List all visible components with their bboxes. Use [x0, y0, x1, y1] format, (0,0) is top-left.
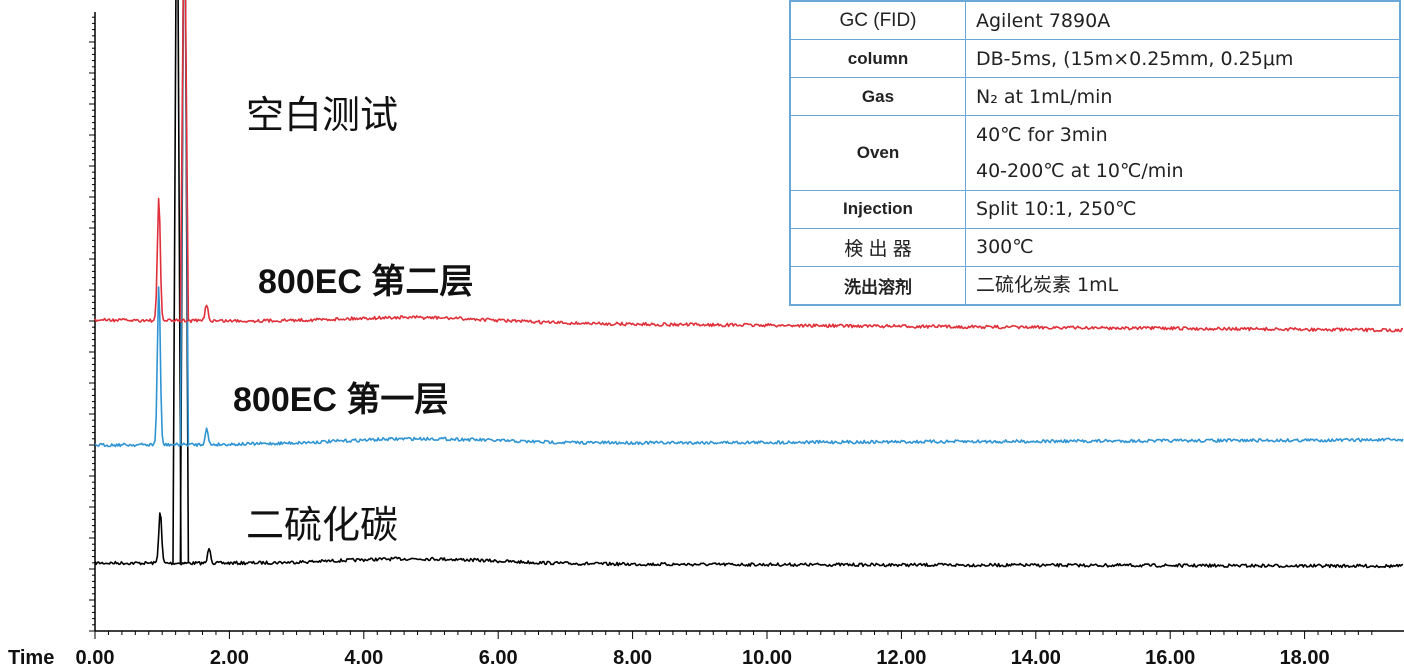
table-value-line: DB-5ms, (15m×0.25mm, 0.25μm — [976, 47, 1294, 70]
label-800ec-layer1: 800EC 第一层 — [233, 381, 449, 419]
x-tick-label: 4.00 — [344, 647, 383, 669]
table-row: Injection Split 10:1, 250℃ — [790, 189, 1400, 229]
table-key: column — [790, 39, 966, 78]
label-800ec-layer2: 800EC 第二层 — [258, 263, 474, 301]
table-value: Split 10:1, 250℃ — [965, 189, 1400, 229]
table-key: Injection — [790, 189, 966, 229]
x-tick-label: 12.00 — [876, 647, 926, 669]
table-value: 40℃ for 3min 40-200℃ at 10℃/min — [965, 115, 1400, 191]
table-key: GC (FID) — [790, 1, 966, 40]
x-tick-label: 14.00 — [1011, 647, 1061, 669]
table-value-line: Split 10:1, 250℃ — [976, 198, 1137, 221]
table-value-line: 300℃ — [976, 236, 1034, 259]
x-axis-label: Time — [8, 647, 54, 669]
table-row: 検 出 器 300℃ — [790, 227, 1400, 267]
table-key: 洗出溶剂 — [790, 265, 966, 305]
table-row: Oven 40℃ for 3min 40-200℃ at 10℃/min — [790, 115, 1400, 191]
table-value-line: Agilent 7890A — [976, 9, 1111, 32]
label-blank-test: 空白测试 — [246, 93, 399, 137]
label-cs2: 二硫化碳 — [246, 503, 399, 547]
table-key: Oven — [790, 115, 966, 191]
conditions-table: GC (FID) Agilent 7890A column DB-5ms, (15m×… — [789, 0, 1401, 306]
table-value-line: 40-200℃ at 10℃/min — [976, 159, 1184, 182]
trace-layer1 — [94, 286, 1404, 448]
x-tick-label: 2.00 — [210, 647, 249, 669]
x-tick-label: 0.00 — [76, 647, 115, 669]
table-value-line: 二硫化炭素 1mL — [976, 274, 1119, 297]
x-tick-label: 6.00 — [479, 647, 518, 669]
table-row: GC (FID) Agilent 7890A — [790, 1, 1400, 40]
table-value-line: 40℃ for 3min — [976, 123, 1108, 146]
table-value: DB-5ms, (15m×0.25mm, 0.25μm — [965, 39, 1400, 78]
table-value: 300℃ — [965, 227, 1400, 267]
table-row: 洗出溶剂 二硫化炭素 1mL — [790, 265, 1400, 305]
table-key: 検 出 器 — [790, 227, 966, 267]
solvent-peak-cs2 — [172, 0, 182, 564]
table-row: column DB-5ms, (15m×0.25mm, 0.25μm — [790, 39, 1400, 78]
solvent-peak-layer2 — [179, 0, 190, 321]
table-row: Gas N₂ at 1mL/min — [790, 77, 1400, 116]
trace-cs2 — [94, 512, 1404, 569]
table-key: Gas — [790, 77, 966, 116]
table-value-line: N₂ at 1mL/min — [976, 85, 1113, 108]
x-tick-label: 18.00 — [1280, 647, 1330, 669]
table-value: N₂ at 1mL/min — [965, 77, 1400, 116]
x-tick-label: 10.00 — [742, 647, 792, 669]
x-tick-label: 8.00 — [613, 647, 652, 669]
table-value: 二硫化炭素 1mL — [965, 265, 1400, 305]
trace-layer2 — [94, 197, 1404, 333]
x-tick-label: 16.00 — [1145, 647, 1195, 669]
table-value: Agilent 7890A — [965, 1, 1400, 40]
